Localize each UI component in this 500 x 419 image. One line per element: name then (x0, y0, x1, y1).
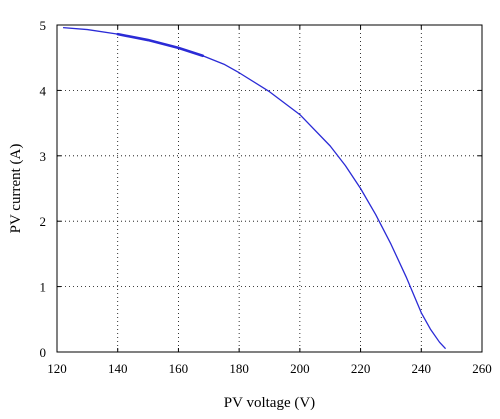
y-tick-label: 0 (40, 345, 47, 360)
y-tick-label: 3 (40, 149, 47, 164)
x-tick-label: 120 (47, 361, 67, 376)
x-axis-label: PV voltage (V) (224, 395, 315, 411)
x-tick-label: 260 (472, 361, 492, 376)
x-tick-label: 180 (229, 361, 249, 376)
y-axis-label: PV current (A) (8, 144, 24, 234)
tick-layer: 120 140 160 180 200 220 240 260 0 1 2 3 4 5 (40, 18, 492, 376)
x-tick-label: 240 (412, 361, 432, 376)
x-tick-label: 140 (108, 361, 128, 376)
plot-background (57, 25, 482, 352)
y-tick-label: 1 (40, 280, 47, 295)
grid-layer (57, 25, 482, 352)
plot-frame (56, 24, 483, 353)
x-tick-label: 220 (351, 361, 371, 376)
x-tick-label: 160 (169, 361, 189, 376)
iv-curve-dense-segment (116, 32, 205, 58)
series-layer (63, 26, 447, 350)
y-tick-label: 5 (40, 18, 47, 33)
x-tick-label: 200 (290, 361, 310, 376)
y-tick-label: 4 (40, 83, 47, 98)
y-tick-label: 2 (40, 214, 47, 229)
